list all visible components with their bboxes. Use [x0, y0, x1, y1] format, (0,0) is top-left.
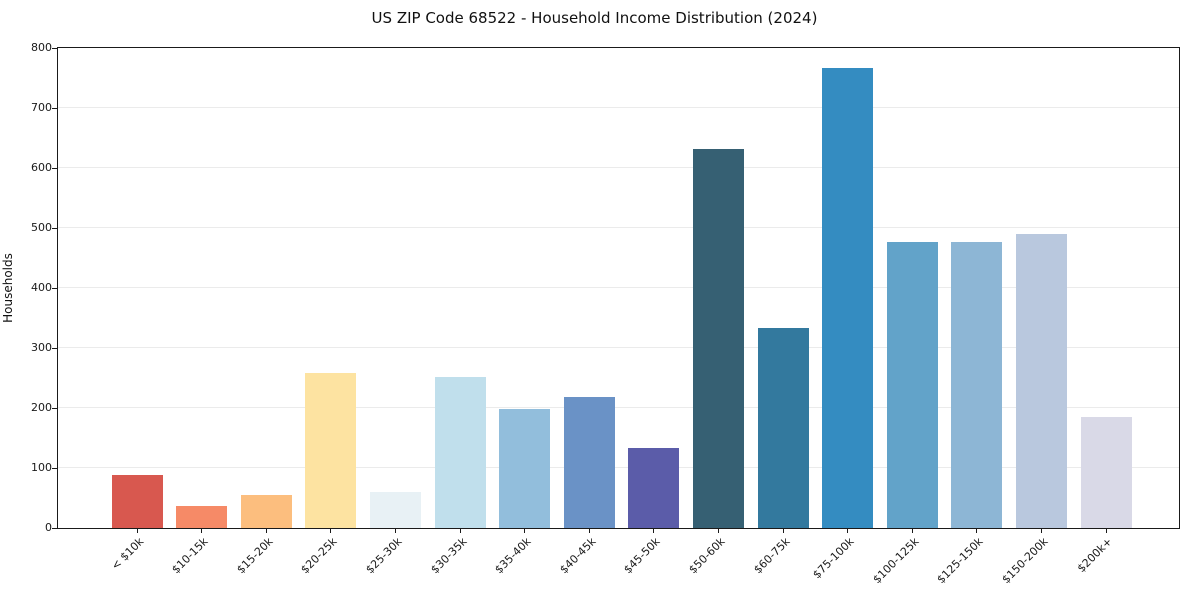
x-tick-label: $125-150k	[934, 535, 987, 587]
y-axis-label: Households	[1, 252, 16, 323]
gridline-600	[58, 167, 1179, 168]
bar-$15-20k	[240, 495, 292, 528]
y-tick-label: 0	[45, 521, 52, 534]
x-tick-mark	[653, 529, 655, 533]
bar-$150-200k	[1015, 234, 1067, 528]
bar-$25-30k	[369, 492, 421, 528]
x-tick-label: $150-200k	[999, 535, 1051, 587]
bar-$100-125k	[886, 242, 938, 528]
bar-$10-15k	[176, 506, 228, 528]
bar-$200k+	[1080, 417, 1132, 528]
gridline-500	[58, 227, 1179, 228]
y-tick-label: 500	[31, 221, 52, 234]
y-tick-mark	[52, 467, 57, 469]
y-tick-mark	[52, 167, 57, 169]
bar-$60-75k	[757, 327, 809, 528]
x-tick-mark	[330, 529, 332, 533]
x-tick-label: $60-75k	[750, 535, 793, 577]
y-tick-mark	[52, 407, 57, 409]
x-tick-mark	[976, 529, 978, 533]
y-tick-label: 100	[31, 461, 52, 474]
x-tick-label: $200k+	[1075, 535, 1116, 576]
gridline-300	[58, 347, 1179, 348]
x-tick-label: $35-40k	[492, 535, 534, 577]
bar-$20-25k	[305, 373, 357, 528]
x-tick-label: $20-25k	[298, 535, 341, 577]
y-tick-label: 400	[31, 281, 52, 294]
x-tick-mark	[911, 529, 913, 533]
x-tick-label: $40-45k	[557, 535, 599, 577]
x-tick-mark	[1040, 529, 1042, 533]
y-tick-label: 700	[31, 101, 52, 114]
x-tick-label: < $10k	[108, 535, 147, 573]
bar-$75-100k	[822, 68, 874, 528]
gridline-100	[58, 467, 1179, 468]
y-tick-mark	[52, 107, 57, 109]
x-tick-mark	[717, 529, 719, 533]
plot-area	[57, 47, 1180, 529]
gridline-700	[58, 107, 1179, 108]
bar-$40-45k	[563, 397, 615, 528]
x-tick-label: $10-15k	[169, 535, 211, 577]
x-tick-mark	[782, 529, 784, 533]
y-tick-label: 800	[31, 41, 52, 54]
x-tick-label: $15-20k	[234, 535, 276, 577]
x-tick-label: $45-50k	[621, 535, 664, 577]
x-tick-mark	[1105, 529, 1107, 533]
x-tick-label: $75-100k	[810, 535, 857, 582]
x-tick-label: $30-35k	[427, 535, 470, 577]
bar-$50-60k	[692, 149, 744, 528]
x-tick-label: $25-30k	[363, 535, 405, 577]
bar-$45-50k	[628, 448, 680, 528]
bar-< $10k	[111, 475, 163, 528]
x-tick-mark	[459, 529, 461, 533]
gridline-200	[58, 407, 1179, 408]
gridline-400	[58, 287, 1179, 288]
x-tick-mark	[265, 529, 267, 533]
bar-$30-35k	[434, 376, 486, 528]
x-tick-label: $50-60k	[686, 535, 728, 577]
x-tick-mark	[847, 529, 849, 533]
y-tick-mark	[52, 347, 57, 349]
x-tick-mark	[588, 529, 590, 533]
y-tick-mark	[52, 227, 57, 229]
x-tick-mark	[136, 529, 138, 533]
y-tick-mark	[52, 287, 57, 289]
bar-$35-40k	[499, 409, 551, 528]
y-tick-mark	[52, 527, 57, 529]
bar-$125-150k	[951, 242, 1003, 528]
x-tick-label: $100-125k	[870, 535, 922, 587]
y-tick-label: 600	[31, 161, 52, 174]
x-tick-mark	[394, 529, 396, 533]
y-tick-label: 200	[31, 401, 52, 414]
x-tick-mark	[201, 529, 203, 533]
x-tick-mark	[524, 529, 526, 533]
y-tick-label: 300	[31, 341, 52, 354]
chart-title: US ZIP Code 68522 - Household Income Dis…	[371, 9, 818, 27]
y-tick-mark	[52, 47, 57, 49]
